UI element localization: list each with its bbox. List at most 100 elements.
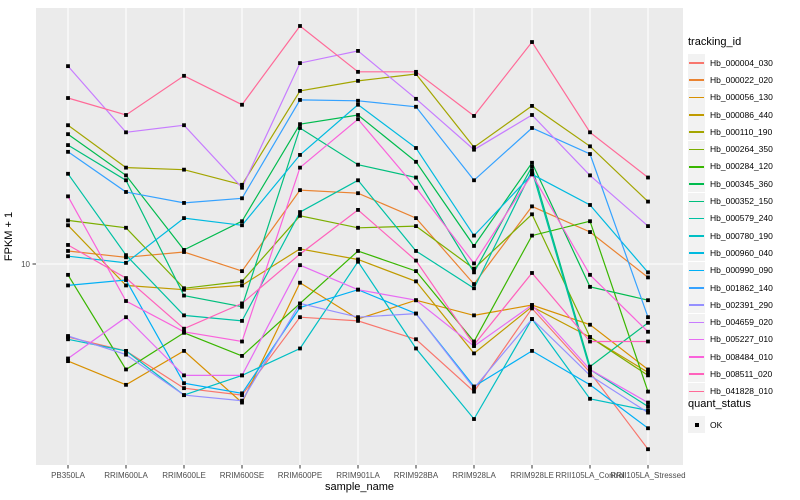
data-point: [124, 255, 128, 260]
data-point: [530, 317, 534, 321]
data-point: [356, 49, 360, 53]
data-point: [472, 145, 476, 150]
x-tick-label: RRIM600LE: [162, 471, 206, 480]
legend-entry-label: Hb_000960_040: [710, 247, 773, 258]
data-point: [298, 24, 302, 28]
data-point: [298, 263, 302, 268]
data-point: [298, 61, 302, 65]
data-point: [646, 408, 650, 413]
legend-entries: Hb_000004_030 Hb_000022_020 Hb_000056_130 H…: [688, 54, 798, 400]
data-point: [414, 346, 418, 351]
data-point: [66, 171, 70, 176]
legend-entry-label: Hb_002391_290: [710, 299, 773, 310]
data-point: [240, 339, 244, 344]
legend-entry: Hb_000352_150: [688, 192, 798, 210]
data-point: [298, 301, 302, 306]
data-point: [66, 283, 70, 288]
data-point: [414, 298, 418, 303]
data-point: [124, 276, 128, 280]
data-point: [356, 249, 360, 253]
data-point: [298, 210, 302, 214]
black-square-marker-icon: [688, 416, 705, 434]
data-point: [472, 270, 476, 275]
data-point: [240, 400, 244, 405]
x-tick-label: RRIM928BA: [394, 471, 439, 480]
legend-tracking-id: tracking_id Hb_000004_030 Hb_000022_020 Hb…: [688, 36, 798, 400]
legend-line-swatch-icon: [688, 227, 705, 245]
data-point: [124, 315, 128, 320]
legend-entry-label: Hb_000056_130: [710, 92, 773, 103]
data-point: [240, 304, 244, 309]
data-point: [646, 339, 650, 344]
data-point: [182, 293, 186, 298]
data-point: [414, 258, 418, 263]
data-point: [356, 117, 360, 122]
data-point: [124, 367, 128, 372]
data-point: [240, 182, 244, 187]
legend-entry-label: Hb_008484_010: [710, 351, 773, 362]
legend-entry: Hb_041828_010: [688, 382, 798, 400]
data-point: [298, 153, 302, 157]
data-point: [240, 223, 244, 228]
legend-entry: Hb_008511_020: [688, 365, 798, 383]
data-point: [66, 337, 70, 342]
data-point: [414, 72, 418, 76]
data-point: [124, 352, 128, 357]
legend-line-swatch-icon: [688, 261, 705, 279]
data-point: [182, 373, 186, 378]
data-point: [646, 447, 650, 452]
data-point: [356, 191, 360, 196]
data-point: [588, 322, 592, 327]
data-point: [530, 40, 534, 44]
legend-entry-label: Hb_000110_190: [710, 126, 773, 137]
legend-line-swatch-icon: [688, 123, 705, 141]
data-point: [298, 122, 302, 127]
legend-entry: Hb_000284_120: [688, 157, 798, 175]
data-point: [588, 367, 592, 372]
data-point: [530, 348, 534, 353]
x-tick-label: RRII105LA_Control: [555, 471, 625, 480]
data-point: [588, 219, 592, 224]
data-point: [414, 69, 418, 74]
data-point: [530, 104, 534, 108]
legend-line-swatch-icon: [688, 157, 705, 175]
data-point: [588, 373, 592, 378]
legend-quant-status: quant_status OK: [688, 398, 798, 434]
legend-entry-label: Hb_008511_020: [710, 368, 773, 379]
data-point: [472, 386, 476, 391]
data-point: [182, 313, 186, 318]
data-point: [298, 213, 302, 218]
data-point: [472, 351, 476, 356]
data-point: [182, 250, 186, 254]
legend-line-swatch-icon: [688, 175, 705, 193]
legend-line-swatch-icon: [688, 348, 705, 366]
data-point: [530, 233, 534, 238]
data-point: [472, 114, 476, 118]
data-point: [472, 147, 476, 152]
data-point: [240, 279, 244, 284]
data-point: [588, 382, 592, 387]
data-point: [66, 359, 70, 364]
data-point: [472, 417, 476, 421]
panel-background: [36, 8, 683, 465]
data-point: [182, 329, 186, 334]
data-point: [472, 343, 476, 347]
legend-entry-label: OK: [710, 419, 723, 430]
data-point: [588, 152, 592, 156]
legend-entry-label: Hb_004659_020: [710, 317, 773, 328]
data-point: [530, 164, 534, 169]
data-point: [588, 130, 592, 135]
data-point: [646, 389, 650, 394]
data-point: [472, 389, 476, 394]
x-tick-label: RRIM928LE: [510, 471, 554, 480]
data-point: [356, 315, 360, 320]
data-point: [530, 271, 534, 275]
data-point: [472, 261, 476, 266]
data-point: [182, 386, 186, 391]
data-point: [124, 165, 128, 170]
data-point: [124, 130, 128, 135]
legend-entry: Hb_000264_350: [688, 140, 798, 158]
x-axis-title: sample_name: [325, 481, 394, 493]
